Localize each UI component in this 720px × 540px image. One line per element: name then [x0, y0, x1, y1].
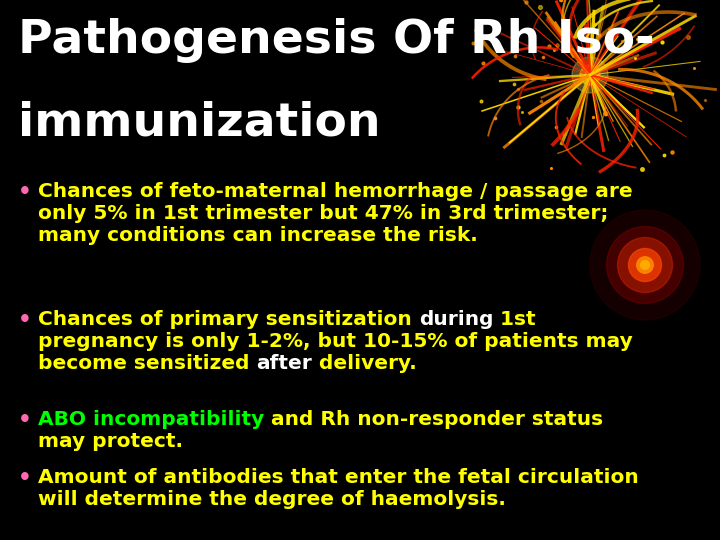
Text: will determine the degree of haemolysis.: will determine the degree of haemolysis. — [38, 490, 506, 509]
Text: immunization: immunization — [18, 100, 381, 145]
Text: 1st: 1st — [493, 310, 536, 329]
Text: •: • — [18, 468, 32, 488]
Circle shape — [588, 73, 592, 77]
Circle shape — [572, 57, 608, 93]
Text: Chances of primary sensitization: Chances of primary sensitization — [38, 310, 419, 329]
Text: •: • — [18, 310, 32, 330]
Circle shape — [590, 210, 700, 320]
Text: Chances of feto-maternal hemorrhage / passage are: Chances of feto-maternal hemorrhage / pa… — [38, 182, 633, 201]
Text: during: during — [419, 310, 493, 329]
Text: may protect.: may protect. — [38, 432, 183, 451]
Circle shape — [629, 248, 662, 281]
Text: Pathogenesis Of Rh Iso-: Pathogenesis Of Rh Iso- — [18, 18, 654, 63]
Circle shape — [636, 256, 653, 273]
Text: and Rh non-responder status: and Rh non-responder status — [264, 410, 603, 429]
Text: many conditions can increase the risk.: many conditions can increase the risk. — [38, 226, 478, 245]
Circle shape — [606, 226, 683, 303]
Circle shape — [585, 70, 595, 80]
Text: become sensitized: become sensitized — [38, 354, 256, 373]
Text: Amount of antibodies that enter the fetal circulation: Amount of antibodies that enter the feta… — [38, 468, 639, 487]
Text: pregnancy is only 1-2%, but 10-15% of patients may: pregnancy is only 1-2%, but 10-15% of pa… — [38, 332, 633, 351]
Text: after: after — [256, 354, 312, 373]
Text: delivery.: delivery. — [312, 354, 417, 373]
Circle shape — [641, 261, 649, 269]
Circle shape — [580, 65, 600, 85]
Text: •: • — [18, 182, 32, 202]
Circle shape — [618, 238, 672, 293]
Text: only 5% in 1st trimester but 47% in 3rd trimester;: only 5% in 1st trimester but 47% in 3rd … — [38, 204, 608, 223]
Text: •: • — [18, 410, 32, 430]
Text: ABO incompatibility: ABO incompatibility — [38, 410, 264, 429]
